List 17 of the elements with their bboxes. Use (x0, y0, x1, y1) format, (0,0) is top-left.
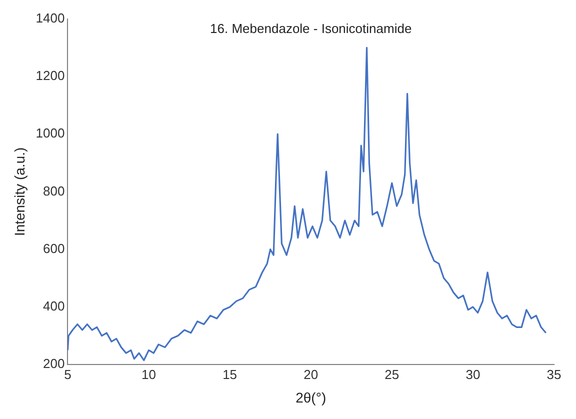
x-tick-label: 35 (546, 366, 562, 382)
y-tick-label: 1200 (36, 68, 65, 84)
chart-title: 16. Mebendazole - Isonicotinamide (210, 20, 412, 36)
y-axis-title: Intensity (a.u.) (11, 147, 28, 236)
y-tick-label: 1400 (36, 10, 65, 26)
x-tick-label: 5 (64, 366, 72, 382)
x-tick-label: 25 (384, 366, 400, 382)
x-tick-label: 10 (142, 366, 156, 382)
x-tick-label: 20 (304, 366, 318, 382)
y-tick-label: 400 (43, 298, 65, 314)
x-axis-title: 2θ(°) (296, 389, 326, 406)
y-tick-label: 1000 (36, 126, 65, 141)
y-tick-label: 800 (43, 183, 65, 198)
x-tick-label: 15 (222, 366, 238, 382)
y-tick-label: 200 (43, 356, 65, 372)
y-tick-label: 600 (43, 240, 65, 256)
x-tick-label: 30 (466, 366, 480, 382)
